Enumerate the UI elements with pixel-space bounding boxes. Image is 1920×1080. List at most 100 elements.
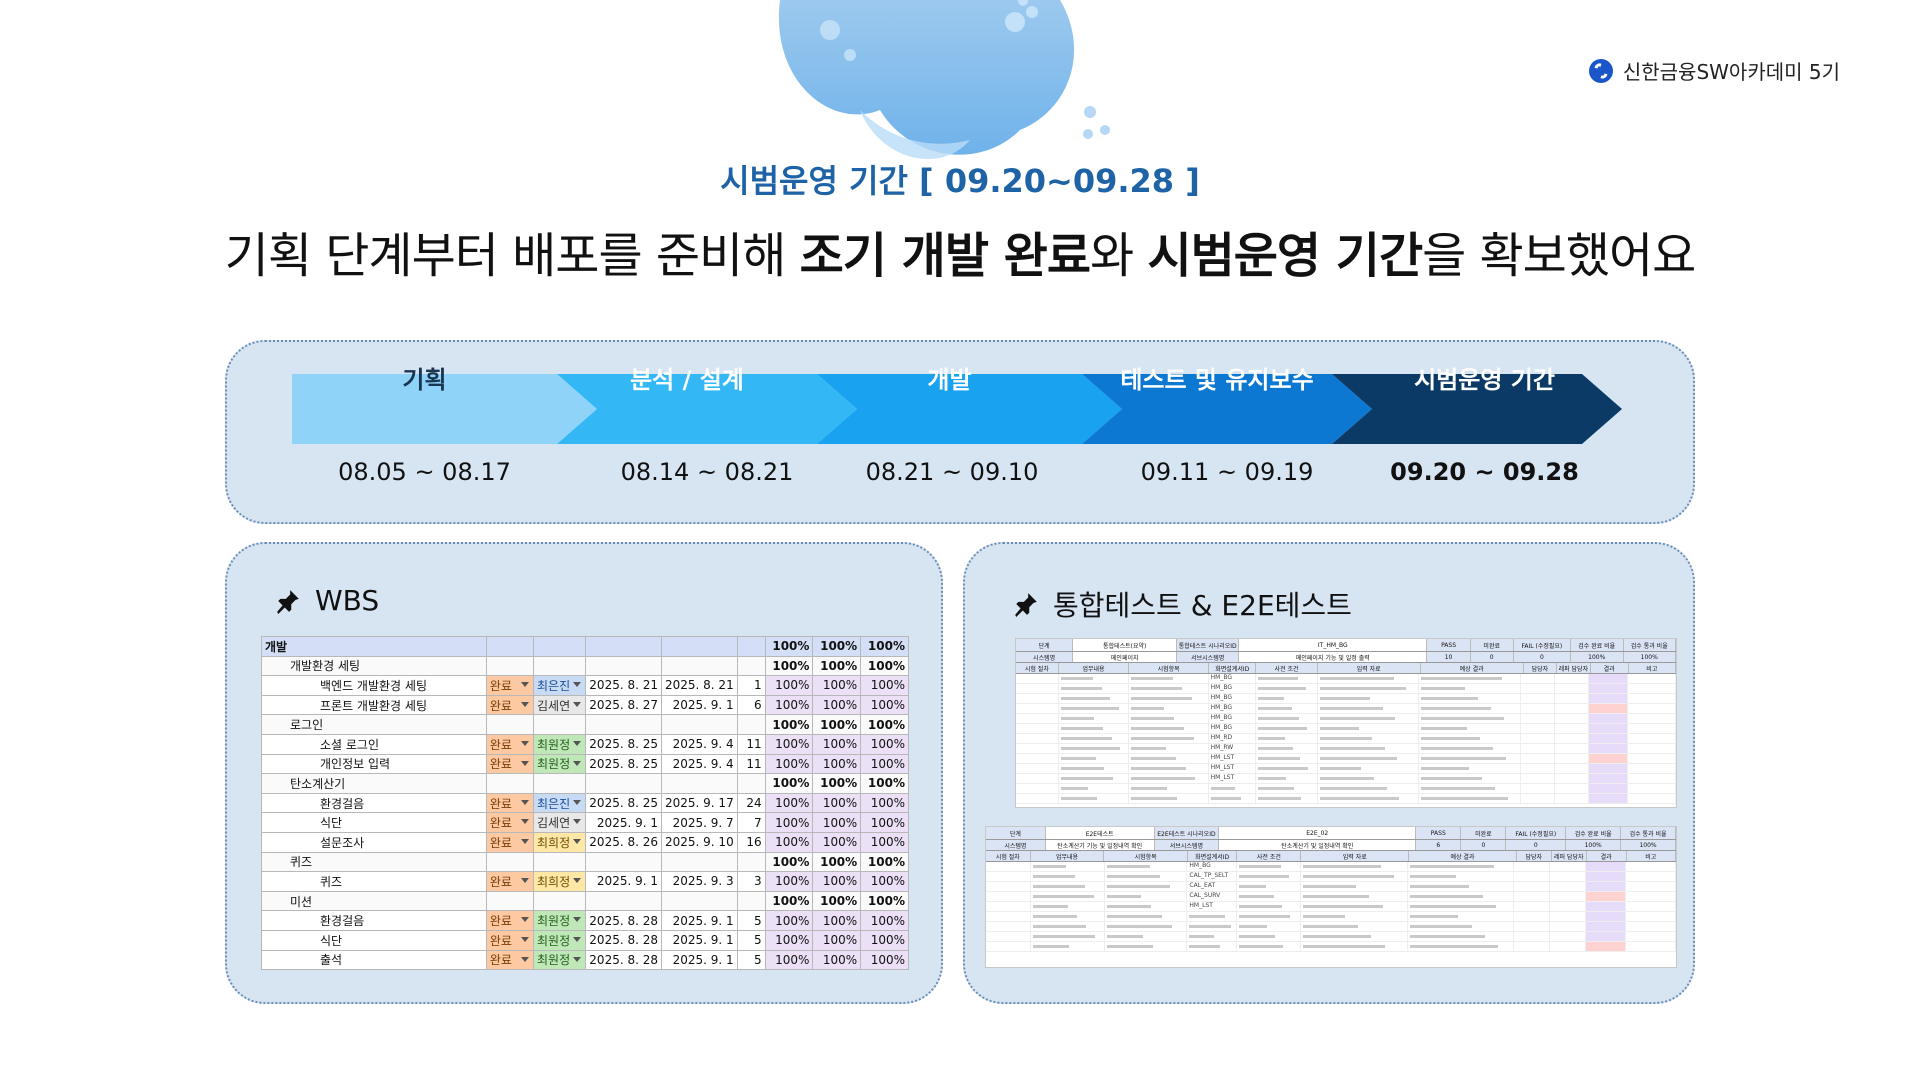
sheet-cell <box>1105 882 1188 891</box>
sheet-cell: 시스템명 <box>986 840 1046 850</box>
sheet-cell <box>1031 922 1105 931</box>
wbs-assignee-cell[interactable]: 최원정 <box>532 949 587 971</box>
wbs-end-cell: 2025. 8. 21 <box>661 675 738 696</box>
wbs-status-cell[interactable]: 완료 <box>485 675 535 696</box>
wbs-status-cell[interactable]: 완료 <box>485 792 535 814</box>
sheet-cell: 통합테스트 시나리오ID <box>1177 639 1240 651</box>
sheet-cell <box>1031 902 1105 911</box>
wbs-progress-cell: 100% <box>860 929 909 951</box>
wbs-assignee-cell[interactable]: 최원정 <box>532 753 587 775</box>
e2e-test-sheet-screenshot: 단계 E2E테스트 E2E테스트 시나리오ID E2E_02 PASS 미완료 FAIL (… <box>985 826 1677 968</box>
sheet-cell <box>1555 744 1590 753</box>
sheet-cell <box>1059 694 1130 703</box>
wbs-assignee-cell[interactable]: 최희정 <box>532 871 587 892</box>
wbs-status-cell[interactable]: 완료 <box>485 812 535 833</box>
sheet-cell: 시험항목 <box>1104 851 1188 861</box>
wbs-status-cell[interactable]: 완료 <box>485 694 535 716</box>
sheet-cell <box>1514 892 1550 901</box>
wbs-assignee-cell[interactable]: 최은진 <box>532 792 587 814</box>
wbs-progress-cell: 100% <box>860 636 909 657</box>
sheet-cell <box>1521 744 1556 753</box>
wbs-row: 식단 완료 최원정 2025. 8. 28 2025. 9. 1 5 100% 100% 100… <box>261 929 909 951</box>
sheet-cell <box>1408 942 1514 951</box>
wbs-start-cell <box>585 851 662 873</box>
wbs-progress-cell: 100% <box>764 812 814 833</box>
sheet-cell <box>1059 704 1130 713</box>
sheet-cell <box>1521 684 1556 693</box>
sheet-cell: 0 <box>1461 840 1507 850</box>
wbs-end-cell <box>661 773 738 794</box>
sheet-cell <box>1585 892 1627 901</box>
sheet-cell <box>1129 764 1209 773</box>
wbs-status-cell[interactable]: 완료 <box>485 733 535 755</box>
wbs-assignee-cell <box>532 773 587 794</box>
phase-label-test: 테스트 및 유지보수 <box>1120 365 1314 394</box>
wbs-status-cell[interactable]: 완료 <box>485 753 535 775</box>
sheet-cell <box>1318 704 1420 713</box>
wbs-status-cell[interactable]: 완료 <box>485 910 535 931</box>
sheet-data-row: HM_LST <box>1016 764 1676 774</box>
wbs-progress-cell: 100% <box>812 733 862 755</box>
wbs-progress-cell: 100% <box>812 910 862 931</box>
wbs-assignee-cell[interactable]: 최희정 <box>532 831 587 853</box>
sheet-cell <box>1187 912 1238 921</box>
sheet-cell <box>1628 684 1676 693</box>
sheet-cell: PASS <box>1416 827 1462 839</box>
wbs-assignee-cell[interactable]: 김세연 <box>532 812 587 833</box>
sheet-cell <box>1550 922 1586 931</box>
sheet-cell <box>1514 872 1550 881</box>
wbs-status-cell[interactable]: 완료 <box>485 949 535 971</box>
sheet-cell <box>1521 784 1556 793</box>
wbs-assignee-cell[interactable]: 최은진 <box>532 675 587 696</box>
sheet-cell <box>1059 744 1130 753</box>
wbs-progress-cell: 100% <box>860 733 909 755</box>
sheet-data-row: CAL_SURV <box>986 892 1676 902</box>
dropdown-caret-icon <box>521 760 529 766</box>
sheet-cell <box>1408 912 1514 921</box>
wbs-assignee-cell <box>532 890 587 912</box>
sheet-cell: 미완료 <box>1470 639 1514 651</box>
wbs-progress-cell: 100% <box>860 851 909 873</box>
sheet-cell <box>1187 942 1238 951</box>
dropdown-caret-icon <box>521 956 529 962</box>
sheet-cell <box>1628 784 1676 793</box>
sheet-cell <box>1209 794 1257 803</box>
sheet-cell <box>1628 794 1676 803</box>
wbs-assignee-cell[interactable]: 최원정 <box>532 929 587 951</box>
wbs-progress-cell: 100% <box>764 851 814 873</box>
sheet-cell <box>1016 774 1060 783</box>
sheet-cell: HM_BG <box>1209 674 1257 683</box>
sheet-cell <box>1256 734 1318 743</box>
sheet-cell <box>1016 784 1060 793</box>
sheet-cell: 레퍼 담당자 <box>1551 851 1587 861</box>
dropdown-caret-icon <box>573 878 582 884</box>
sheet-cell <box>1521 794 1556 803</box>
wbs-assignee-cell[interactable]: 최원정 <box>532 733 587 755</box>
sheet-cell <box>1256 774 1318 783</box>
sheet-cell: 서브시스템명 <box>1154 840 1220 850</box>
wbs-status-cell[interactable]: 완료 <box>485 929 535 951</box>
sheet-cell: HM_BG <box>1209 714 1257 723</box>
wbs-progress-cell: 100% <box>764 910 814 931</box>
sheet-cell <box>1419 674 1521 683</box>
wbs-task-cell: 백엔드 개발환경 세팅 <box>261 675 487 696</box>
wbs-start-cell: 2025. 8. 25 <box>585 792 662 814</box>
sheet-cell: 화면설계서ID <box>1209 663 1257 673</box>
sheet-cell: 미완료 <box>1461 827 1507 839</box>
wbs-start-cell: 2025. 9. 1 <box>585 812 662 833</box>
sheet-cell: HM_BG <box>1187 862 1238 871</box>
wbs-assignee-cell[interactable]: 최원정 <box>532 910 587 931</box>
sheet-cell <box>1256 694 1318 703</box>
wbs-progress-cell: 100% <box>860 812 909 833</box>
sheet-cell <box>1408 862 1514 871</box>
wbs-status-cell[interactable]: 완료 <box>485 871 535 892</box>
sheet-cell: 시험항목 <box>1129 663 1210 673</box>
dropdown-caret-icon <box>521 819 529 825</box>
wbs-assignee-cell[interactable]: 김세연 <box>532 694 587 716</box>
sheet-cell <box>1129 744 1209 753</box>
wbs-status-cell[interactable]: 완료 <box>485 831 535 853</box>
sheet-cell <box>1555 794 1590 803</box>
wbs-status-cell <box>485 851 535 873</box>
phase-dates-pilot: 09.20 ~ 09.28 <box>1390 458 1579 486</box>
sheet-cell: IT_HM_BG <box>1239 639 1428 651</box>
